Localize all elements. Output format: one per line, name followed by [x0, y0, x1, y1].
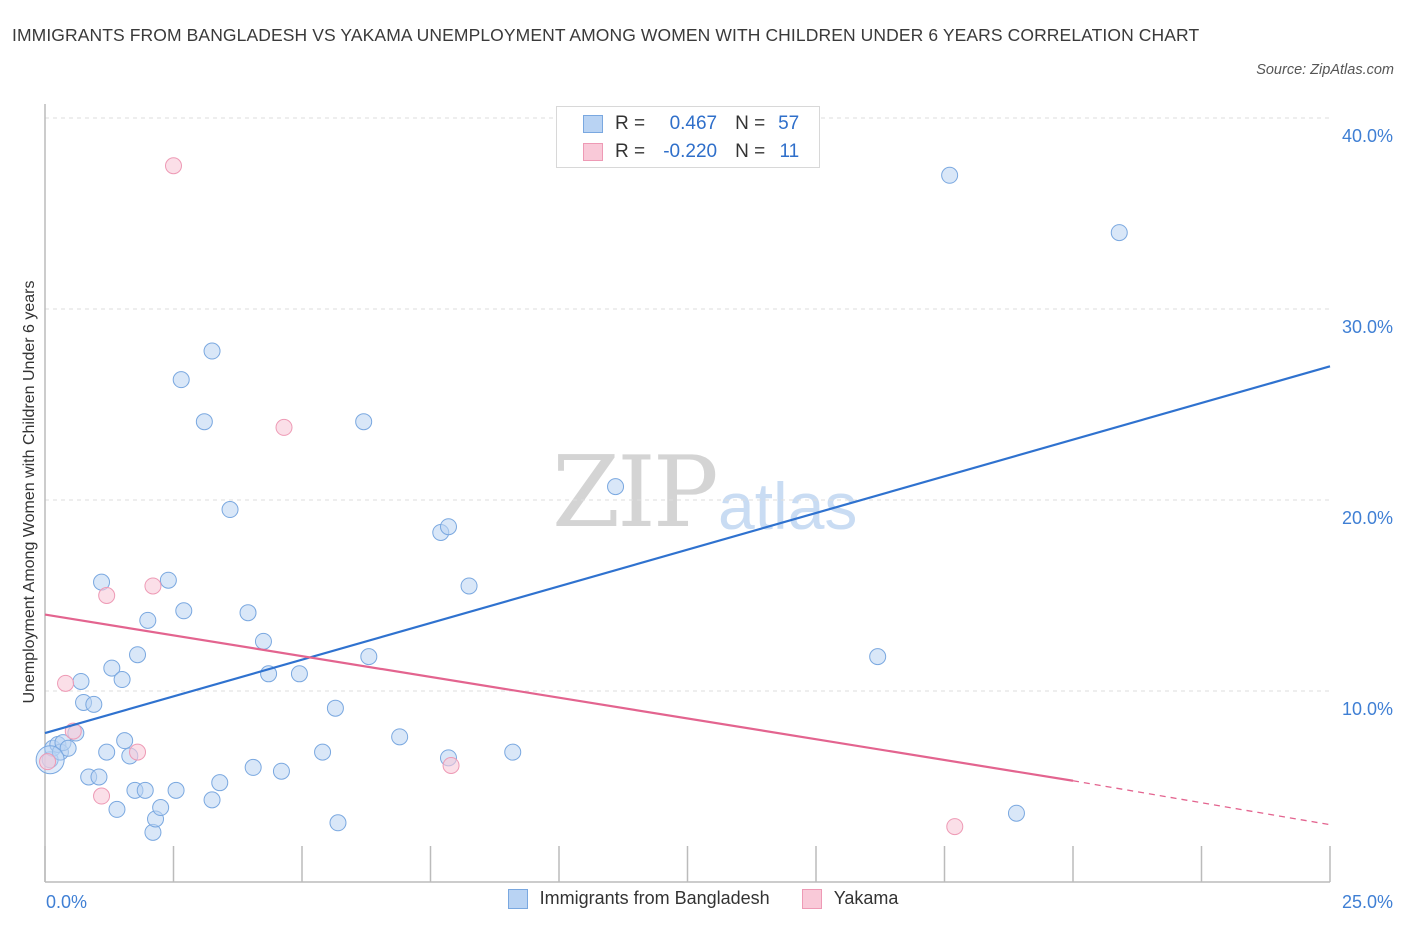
r-value: -0.220 [663, 141, 718, 162]
legend-label-yakama: Yakama [833, 888, 899, 908]
data-point-yakama [57, 674, 75, 692]
y-tick-label: 30.0% [1342, 317, 1393, 337]
data-point-bangladesh [211, 774, 229, 792]
data-point-bangladesh [139, 611, 157, 629]
data-point-yakama [275, 418, 293, 436]
data-point-bangladesh [90, 768, 108, 786]
data-point-bangladesh [244, 758, 262, 776]
n-value: 57 [778, 113, 800, 134]
x-tick-label: 25.0% [1342, 892, 1393, 912]
data-point-bangladesh [167, 781, 185, 799]
data-point-bangladesh [85, 695, 103, 713]
data-point-bangladesh [391, 728, 409, 746]
blue-swatch [583, 115, 603, 133]
n-value: 11 [779, 141, 800, 162]
data-point-bangladesh [329, 814, 347, 832]
data-point-bangladesh [314, 743, 332, 761]
data-point-bangladesh [129, 646, 147, 664]
correlation-legend: R = 0.467 N = 57 R = -0.220 N = 11 [556, 106, 820, 168]
data-point-bangladesh [203, 342, 221, 360]
data-point-bangladesh [152, 799, 170, 817]
data-point-bangladesh [59, 739, 77, 757]
data-point-bangladesh [172, 371, 190, 389]
trendline-yakama [44, 613, 1074, 782]
data-point-yakama [165, 157, 182, 175]
pink-swatch [583, 143, 603, 161]
data-point-bangladesh [221, 501, 239, 519]
legend-row-yakama: R = -0.220 N = 11 [583, 140, 799, 164]
y-tick-label: 40.0% [1342, 126, 1393, 146]
trendline-bangladesh [44, 365, 1331, 735]
data-point-yakama [442, 756, 460, 774]
data-point-bangladesh [460, 577, 478, 595]
series-legend: Immigrants from Bangladesh Yakama [0, 888, 1406, 909]
data-point-bangladesh [103, 659, 121, 677]
data-point-bangladesh [195, 413, 213, 431]
pink-swatch [801, 888, 822, 909]
r-label: R = [615, 113, 646, 134]
y-tick-label: 20.0% [1342, 508, 1393, 528]
data-point-bangladesh [941, 166, 959, 184]
data-point-bangladesh [108, 800, 126, 818]
data-point-yakama [129, 743, 147, 761]
data-point-bangladesh [203, 791, 221, 809]
y-tick-label: 10.0% [1342, 699, 1393, 719]
data-point-bangladesh [159, 571, 177, 589]
data-point-bangladesh [272, 762, 290, 780]
legend-item-yakama[interactable]: Yakama [801, 888, 899, 909]
n-label: N = [735, 113, 766, 134]
data-point-yakama [39, 753, 57, 771]
data-point-bangladesh [175, 602, 193, 620]
data-point-bangladesh [869, 648, 887, 666]
data-point-bangladesh [326, 699, 344, 717]
data-point-bangladesh [239, 604, 257, 622]
data-point-bangladesh [72, 672, 90, 690]
x-tick-label: 0.0% [46, 892, 87, 912]
data-point-bangladesh [116, 732, 134, 750]
data-point-bangladesh [136, 781, 154, 799]
data-point-yakama [93, 787, 111, 805]
data-point-bangladesh [360, 648, 378, 666]
data-point-bangladesh [98, 743, 116, 761]
data-point-bangladesh [1007, 804, 1025, 822]
data-point-bangladesh [439, 518, 457, 536]
trendline-yakama-extrapolated [1072, 780, 1331, 826]
data-point-bangladesh [1110, 224, 1128, 242]
data-point-bangladesh [113, 671, 131, 689]
legend-row-bangladesh: R = 0.467 N = 57 [583, 112, 799, 136]
data-point-bangladesh [290, 665, 308, 683]
data-point-yakama [946, 818, 964, 836]
data-point-yakama [144, 577, 162, 595]
data-point-bangladesh [607, 478, 625, 496]
r-label: R = [615, 141, 646, 162]
legend-item-bangladesh[interactable]: Immigrants from Bangladesh [507, 888, 770, 909]
source-credit: Source: ZipAtlas.com [1256, 62, 1394, 78]
data-point-bangladesh [355, 413, 373, 431]
blue-swatch [507, 888, 528, 909]
r-value: 0.467 [669, 113, 718, 134]
data-point-bangladesh [254, 632, 272, 650]
y-axis-label: Unemployment Among Women with Children U… [21, 280, 38, 704]
data-point-bangladesh [504, 743, 522, 761]
legend-label-bangladesh: Immigrants from Bangladesh [539, 888, 770, 908]
watermark-atlas: atlas [718, 469, 858, 543]
data-point-yakama [98, 587, 116, 604]
chart-title: IMMIGRANTS FROM BANGLADESH VS YAKAMA UNE… [12, 25, 1200, 45]
n-label: N = [735, 141, 766, 162]
watermark-zip: ZIP [552, 436, 719, 550]
